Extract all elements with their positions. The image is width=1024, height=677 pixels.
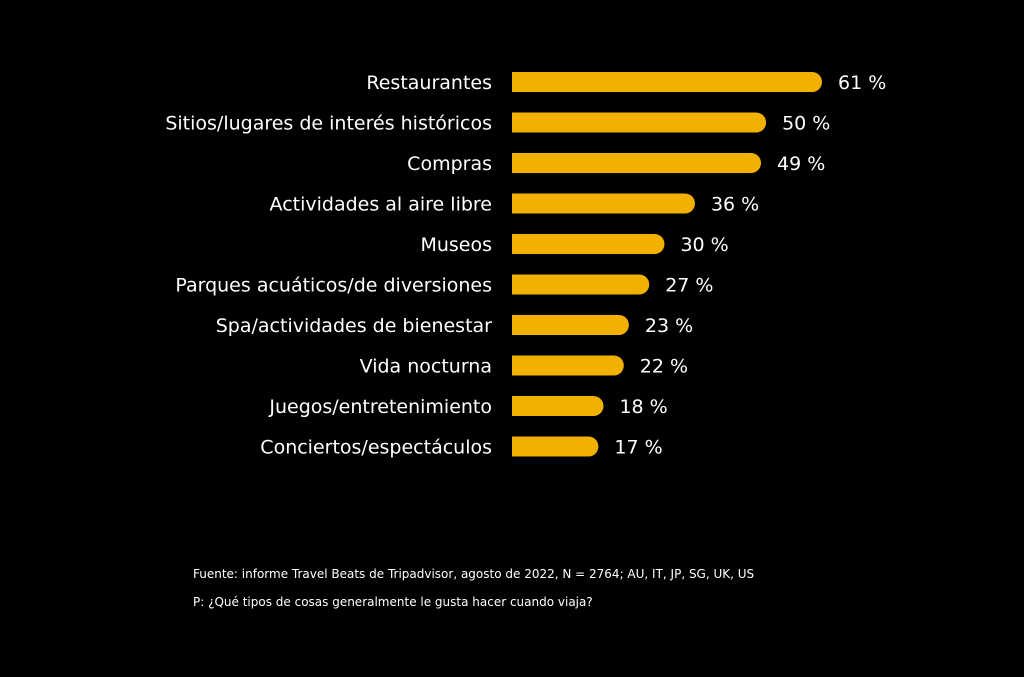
category-label: Juegos/entretenimiento — [268, 396, 492, 418]
bar — [512, 112, 767, 133]
value-label: 30 % — [680, 234, 728, 256]
source-note: Fuente: informe Travel Beats de Tripadvi… — [193, 567, 755, 581]
bar — [512, 396, 604, 416]
value-label: 27 % — [665, 275, 713, 297]
value-label: 49 % — [777, 153, 825, 175]
category-label: Spa/actividades de bienestar — [216, 315, 492, 337]
value-label: 18 % — [619, 396, 667, 418]
category-label: Restaurantes — [366, 72, 492, 94]
value-label: 22 % — [640, 356, 688, 378]
bar — [512, 315, 629, 335]
category-label: Compras — [407, 153, 492, 175]
bar — [512, 355, 624, 376]
category-label: Parques acuáticos/de diversiones — [175, 275, 492, 297]
category-label: Sitios/lugares de interés históricos — [165, 113, 492, 135]
bar — [512, 72, 822, 92]
value-label: 36 % — [711, 194, 759, 216]
value-label: 50 % — [782, 113, 830, 135]
question-note: P: ¿Qué tipos de cosas generalmente le g… — [193, 595, 593, 609]
category-label: Vida nocturna — [360, 356, 492, 378]
bar — [512, 193, 695, 214]
bar — [512, 274, 650, 295]
value-label: 61 % — [838, 72, 886, 94]
category-label: Actividades al aire libre — [270, 194, 492, 216]
value-label: 17 % — [614, 437, 662, 459]
bar — [512, 436, 599, 457]
bar — [512, 153, 762, 173]
bar — [512, 234, 665, 254]
value-label: 23 % — [645, 315, 693, 337]
chart-notes: Fuente: informe Travel Beats de Tripadvi… — [193, 566, 754, 622]
category-label: Conciertos/espectáculos — [260, 437, 492, 459]
category-label: Museos — [420, 234, 492, 256]
